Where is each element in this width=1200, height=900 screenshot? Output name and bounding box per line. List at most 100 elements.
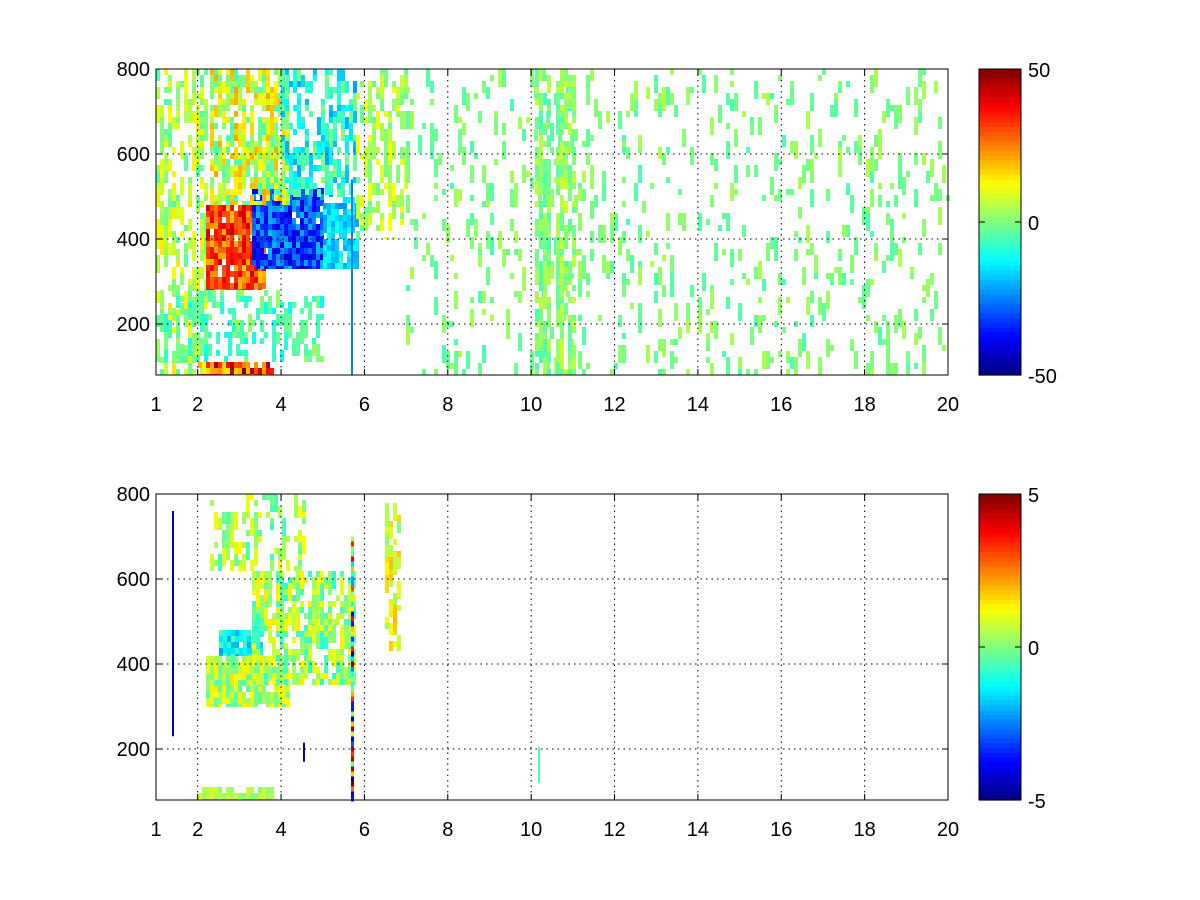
heatmap-cell (276, 631, 280, 637)
heatmap-cell (226, 289, 230, 290)
heatmap-cell (264, 212, 268, 218)
heatmap-cell (160, 201, 164, 219)
heatmap-cell (556, 249, 560, 267)
heatmap-cell (547, 309, 551, 321)
heatmap-cell (572, 237, 576, 255)
heatmap-cell (564, 201, 568, 213)
heatmap-cell (442, 225, 446, 231)
heatmap-cell (284, 248, 288, 254)
heatmap-cell (474, 219, 478, 237)
heatmap-cell (798, 237, 802, 243)
heatmap-cell (450, 255, 454, 261)
colorbar-step (979, 121, 1021, 127)
heatmap-cell (568, 261, 572, 267)
heatmap-cell (231, 642, 235, 648)
heatmap-cell (252, 224, 256, 230)
heatmap-cell (266, 656, 270, 662)
heatmap-cell (280, 589, 284, 607)
heatmap-cell (355, 251, 359, 257)
heatmap-cell (242, 111, 246, 123)
colorbar-step (979, 346, 1021, 352)
heatmap-cell (344, 679, 348, 685)
heatmap-cell (321, 153, 325, 171)
heatmap-cell (404, 183, 408, 189)
heatmap-cell (333, 141, 337, 147)
heatmap-cell (886, 201, 890, 207)
heatmap-cell (243, 654, 247, 656)
heatmap-cell (894, 243, 898, 255)
heatmap-cell (280, 673, 284, 685)
heatmap-cell (180, 356, 184, 362)
colorbar-step (979, 713, 1021, 720)
heatmap-cell (388, 141, 392, 159)
heatmap-cell (572, 147, 576, 153)
heatmap-cell (539, 309, 543, 327)
heatmap-cell (172, 243, 176, 255)
heatmap-cell (539, 177, 543, 195)
heatmap-cell (556, 267, 560, 285)
heatmap-cell (384, 159, 388, 177)
heatmap-cell (240, 320, 244, 332)
heatmap-cell (337, 189, 341, 197)
heatmap-cell (218, 153, 222, 171)
heatmap-cell (208, 314, 212, 320)
heatmap-cell (164, 171, 168, 183)
heatmap-cell (214, 698, 218, 707)
heatmap-cell (564, 369, 568, 375)
heatmap-cell (276, 314, 280, 326)
heatmap-cell (262, 105, 266, 111)
heatmap-cell (582, 369, 586, 375)
colorbar-step (979, 69, 1021, 75)
heatmap-cell (320, 583, 324, 595)
heatmap-cell (284, 320, 288, 332)
heatmap-cell (156, 69, 160, 81)
heatmap-cell (268, 206, 272, 218)
heatmap-cell (786, 357, 790, 363)
colorbar-step (979, 637, 1021, 643)
heatmap-cell (814, 153, 818, 159)
heatmap-cell (898, 171, 902, 189)
heatmap-cell (230, 518, 234, 530)
heatmap-cell (308, 667, 312, 673)
heatmap-cell (870, 369, 874, 375)
heatmap-cell (510, 189, 514, 207)
heatmap-cell (282, 554, 286, 560)
heatmap-cell (658, 369, 662, 375)
heatmap-cell (168, 81, 172, 87)
heatmap-cell (272, 308, 276, 314)
heatmap-cell (321, 147, 325, 153)
heatmap-cell (292, 601, 296, 607)
heatmap-cell (389, 641, 393, 651)
heatmap-cell (313, 75, 317, 81)
heatmap-cell (309, 153, 313, 159)
heatmap-cell (686, 303, 690, 321)
heatmap-cell (230, 530, 234, 548)
heatmap-cell (222, 289, 226, 290)
heatmap-cell (325, 165, 329, 183)
heatmap-cell (312, 577, 316, 589)
heatmap-cell (598, 111, 602, 129)
heatmap-cell (714, 159, 718, 171)
heatmap-cell (289, 81, 293, 87)
heatmap-cell (218, 554, 222, 571)
heatmap-cell (506, 249, 510, 255)
heatmap-cell (514, 231, 518, 243)
heatmap-cell (236, 290, 240, 302)
heatmap-cell (172, 171, 176, 177)
colorbar-step (979, 541, 1021, 548)
heatmap-cell (454, 339, 458, 345)
heatmap-cell (300, 571, 304, 589)
heatmap-streak-segment (351, 591, 354, 597)
heatmap-cell (254, 512, 258, 524)
heatmap-cell (572, 207, 576, 213)
heatmap-cell (654, 273, 658, 285)
heatmap-cell (340, 637, 344, 649)
heatmap-cell (938, 243, 942, 255)
heatmap-cell (246, 368, 250, 374)
heatmap-cell (914, 309, 918, 321)
heatmap-cell (202, 362, 206, 374)
heatmap-cell (353, 177, 357, 183)
heatmap-cell (204, 291, 208, 303)
heatmap-cell (556, 93, 560, 105)
heatmap-cell (582, 267, 586, 279)
